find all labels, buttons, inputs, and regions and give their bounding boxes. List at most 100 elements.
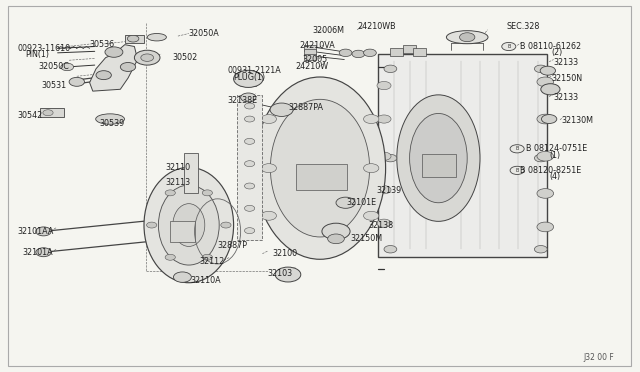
Circle shape [322, 223, 350, 240]
Text: B: B [515, 146, 519, 151]
Bar [413, 48, 426, 56]
Text: 32110: 32110 [165, 163, 190, 172]
Text: 32150N: 32150N [552, 74, 583, 83]
Circle shape [537, 189, 554, 198]
Bar [403, 45, 416, 53]
Text: 30531: 30531 [42, 81, 67, 90]
Text: (4): (4) [549, 172, 560, 181]
Text: 24210VA: 24210VA [300, 41, 335, 50]
Circle shape [364, 49, 376, 57]
Circle shape [234, 70, 263, 87]
Ellipse shape [255, 77, 385, 259]
Circle shape [537, 77, 554, 87]
Circle shape [36, 248, 51, 257]
Circle shape [43, 110, 53, 116]
Circle shape [261, 211, 276, 220]
Text: 24210WB: 24210WB [357, 22, 396, 31]
Text: 30539: 30539 [99, 119, 124, 128]
Text: 32101E: 32101E [347, 198, 377, 207]
Circle shape [202, 254, 212, 260]
Bar [304, 49, 316, 55]
Text: 32887P: 32887P [218, 241, 248, 250]
Text: B 08124-0751E: B 08124-0751E [526, 144, 588, 153]
Circle shape [244, 205, 255, 211]
Text: 30542: 30542 [18, 111, 43, 120]
Circle shape [537, 151, 554, 161]
Circle shape [377, 115, 391, 123]
Text: 00931-2121A: 00931-2121A [227, 66, 281, 75]
Circle shape [364, 211, 379, 220]
Circle shape [537, 222, 554, 232]
Ellipse shape [158, 185, 219, 265]
Bar [422, 154, 456, 177]
Circle shape [339, 49, 352, 57]
Circle shape [165, 254, 175, 260]
Text: 00923-11610: 00923-11610 [18, 44, 71, 53]
Text: 32150M: 32150M [351, 234, 383, 243]
Text: PIN(1): PIN(1) [26, 50, 50, 59]
Ellipse shape [95, 114, 124, 124]
Ellipse shape [410, 113, 467, 203]
Text: B 08110-61262: B 08110-61262 [520, 42, 581, 51]
Text: 24210W: 24210W [296, 62, 329, 71]
Circle shape [510, 166, 524, 174]
Circle shape [244, 183, 255, 189]
Circle shape [261, 164, 276, 173]
Circle shape [202, 190, 212, 196]
Text: 32138E: 32138E [227, 96, 257, 105]
Circle shape [352, 50, 365, 58]
Text: (2): (2) [552, 48, 563, 57]
Circle shape [534, 65, 547, 73]
Text: 32005: 32005 [302, 55, 327, 64]
Polygon shape [90, 45, 138, 91]
Circle shape [336, 197, 355, 208]
Text: 32050A: 32050A [189, 29, 220, 38]
Bar [304, 54, 316, 60]
Bar [125, 35, 144, 43]
Text: 32133: 32133 [554, 93, 579, 102]
Text: 32887PA: 32887PA [288, 103, 323, 112]
Ellipse shape [147, 33, 166, 41]
Circle shape [384, 154, 397, 162]
Text: 32113: 32113 [165, 178, 190, 187]
Circle shape [127, 35, 139, 42]
Circle shape [120, 62, 136, 71]
Text: PLUG(1): PLUG(1) [234, 73, 266, 81]
Circle shape [377, 81, 391, 90]
Circle shape [541, 115, 557, 124]
Ellipse shape [173, 204, 205, 246]
Bar [184, 153, 198, 193]
Circle shape [134, 50, 160, 65]
Text: 32101AA: 32101AA [18, 227, 54, 236]
Bar [390, 48, 403, 56]
Circle shape [244, 228, 255, 234]
Circle shape [364, 115, 379, 124]
Circle shape [61, 63, 74, 71]
Circle shape [244, 138, 255, 144]
Circle shape [221, 222, 231, 228]
Circle shape [502, 42, 516, 51]
Circle shape [270, 103, 293, 116]
Circle shape [96, 71, 111, 80]
Circle shape [377, 152, 391, 160]
Circle shape [244, 161, 255, 167]
Circle shape [165, 190, 175, 196]
Bar [40, 108, 64, 117]
Circle shape [244, 116, 255, 122]
Text: 32050C: 32050C [38, 62, 69, 71]
Text: B 08120-8251E: B 08120-8251E [520, 166, 581, 175]
Text: 32130M: 32130M [562, 116, 594, 125]
Text: 32103: 32103 [268, 269, 292, 278]
Circle shape [460, 33, 475, 42]
Text: 32101A: 32101A [22, 248, 53, 257]
Circle shape [384, 65, 397, 73]
Bar [237, 95, 262, 240]
Circle shape [69, 77, 84, 86]
Text: J32 00 F: J32 00 F [584, 353, 614, 362]
Circle shape [377, 219, 391, 227]
Circle shape [36, 227, 51, 236]
Circle shape [540, 66, 556, 75]
Circle shape [541, 84, 560, 95]
Bar [170, 221, 195, 242]
Text: 32133: 32133 [554, 58, 579, 67]
